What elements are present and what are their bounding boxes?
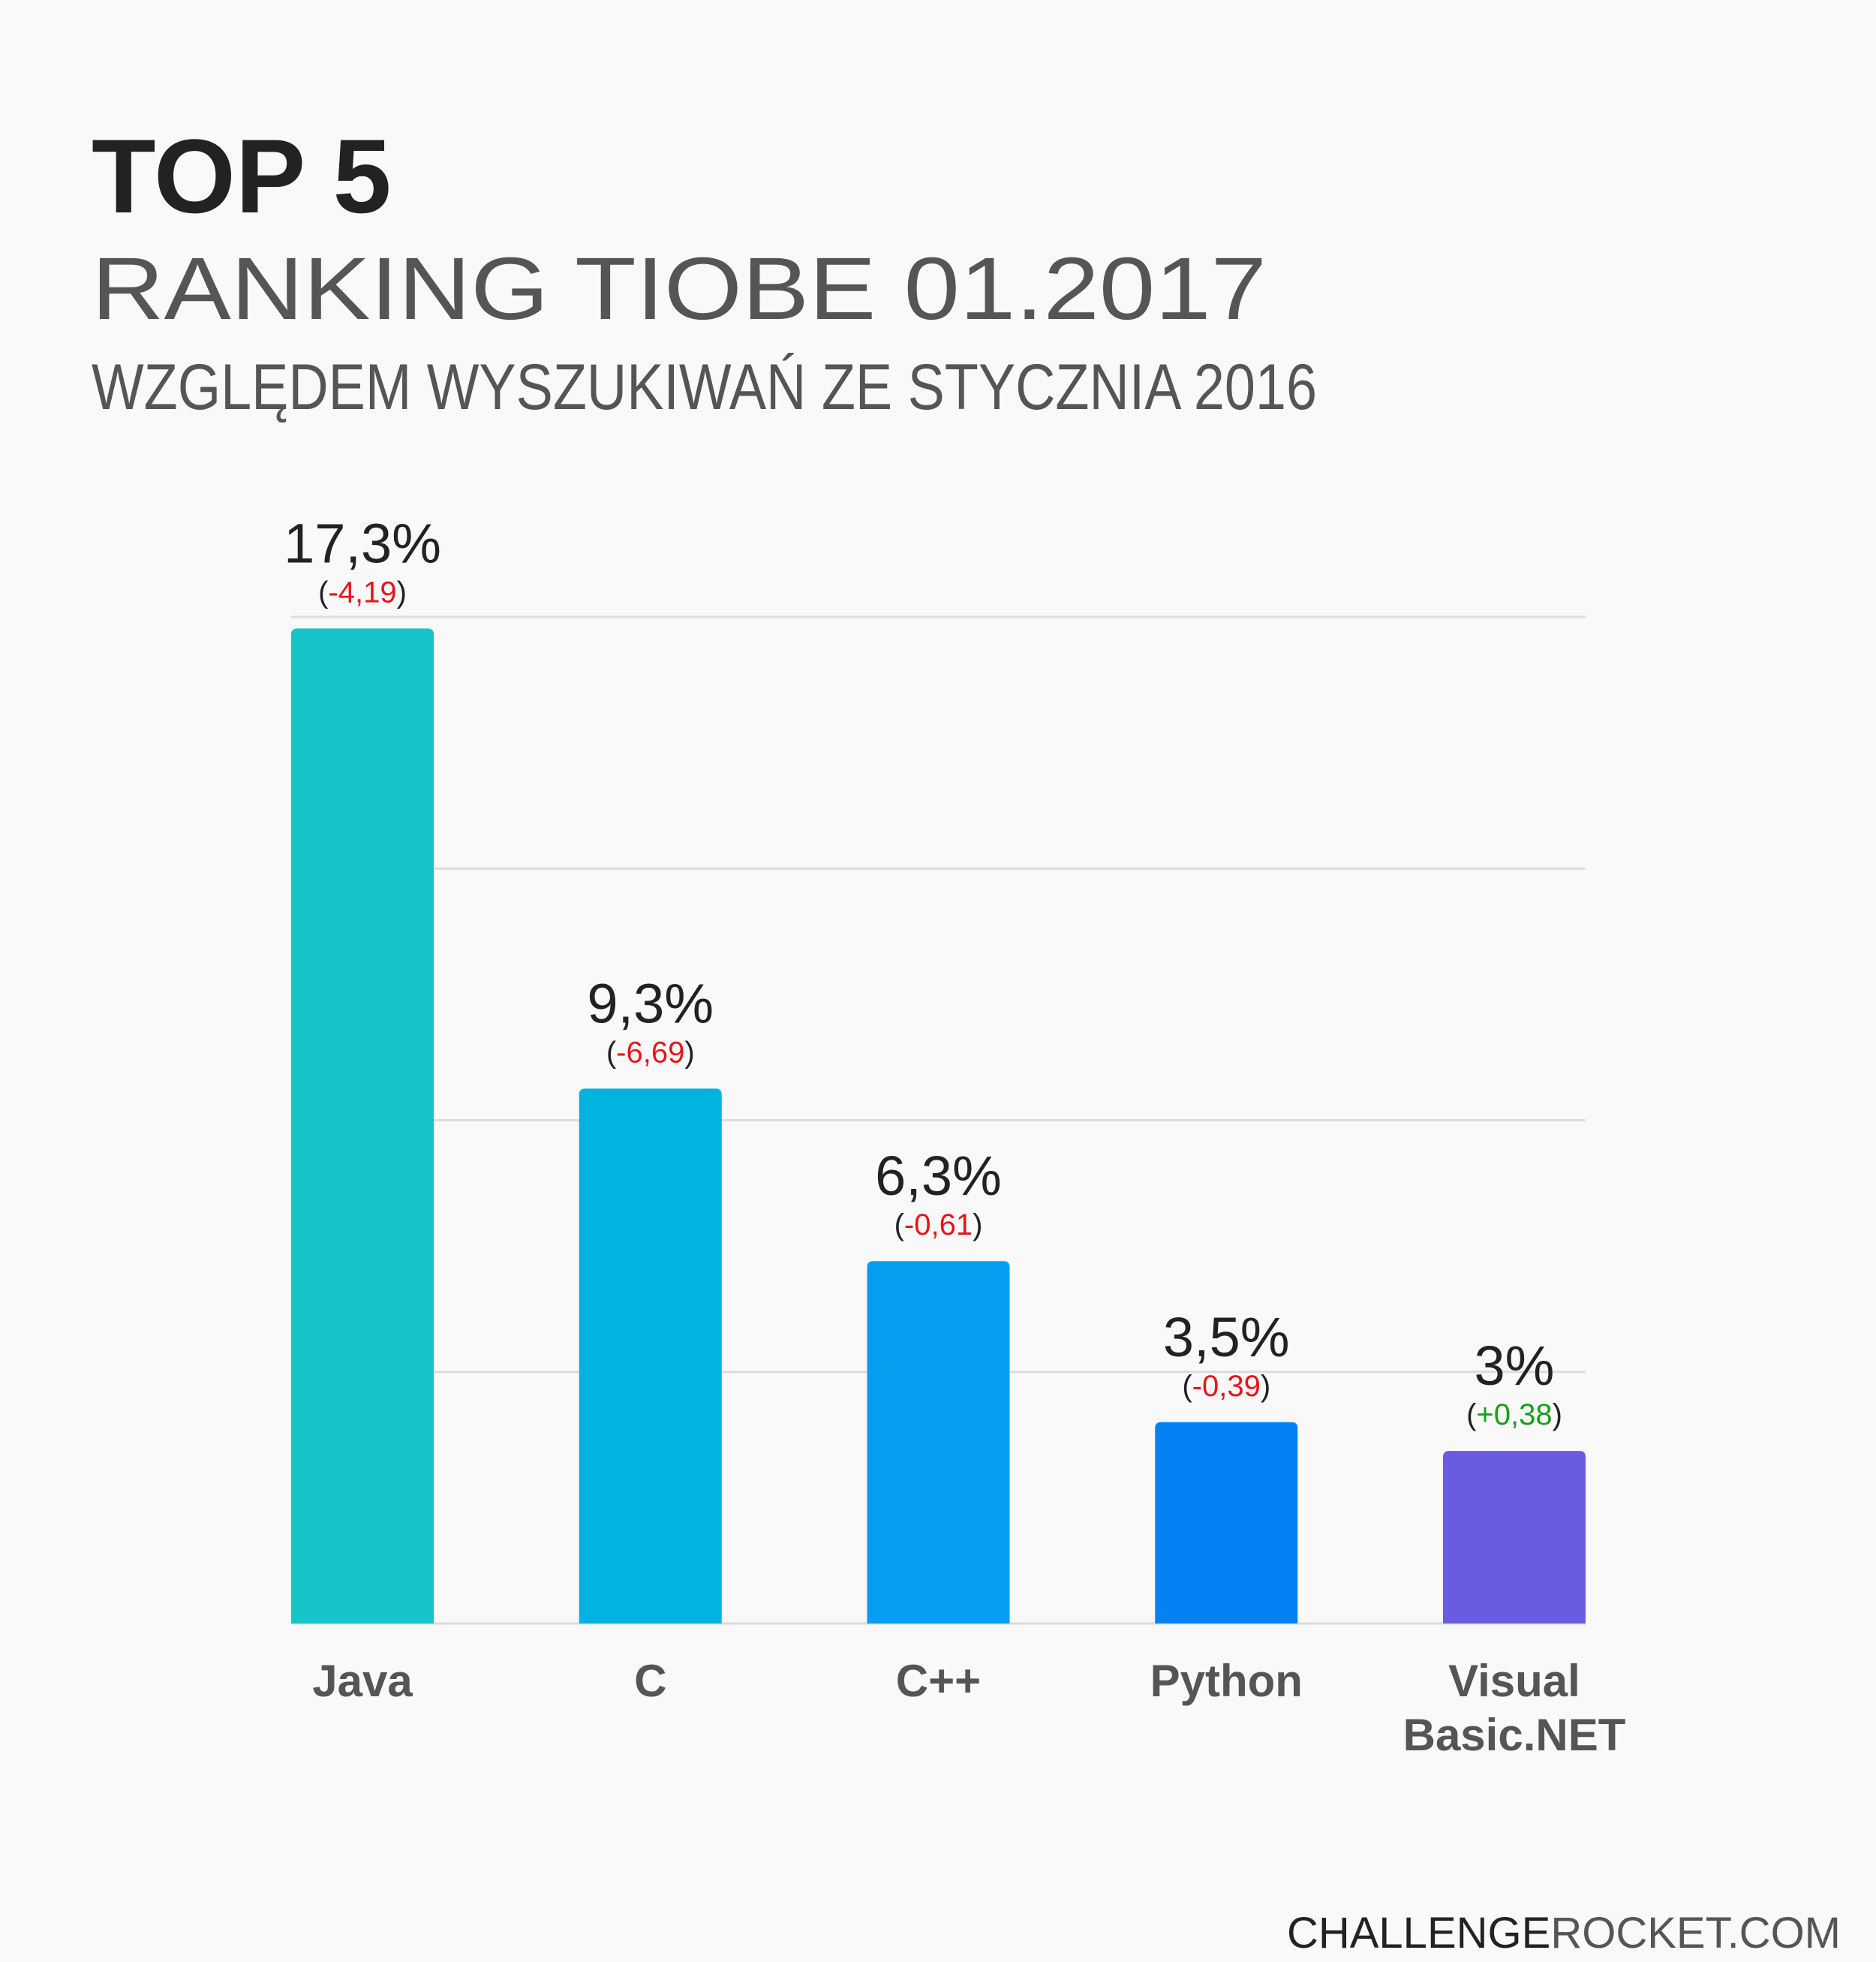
footer-part: ROCKET.COM	[1550, 1909, 1841, 1957]
change-label: (+0,38)	[1466, 1398, 1562, 1431]
change-bracket: )	[684, 1036, 694, 1069]
change-value: -0,39	[1192, 1370, 1261, 1403]
x-tick-label: Java	[312, 1656, 413, 1706]
value-label: 17,3%	[284, 512, 441, 574]
value-label: 6,3%	[875, 1145, 1002, 1207]
change-label: (-6,69)	[606, 1036, 695, 1069]
x-tick-label: C	[634, 1656, 667, 1706]
change-label: (-0,39)	[1182, 1370, 1270, 1403]
chart-subtitle: RANKING TIOBE 01.2017	[92, 239, 1267, 339]
change-value: +0,38	[1476, 1398, 1552, 1431]
change-bracket: )	[973, 1208, 982, 1241]
value-label: 9,3%	[587, 972, 714, 1034]
change-label: (-0,61)	[894, 1208, 983, 1241]
x-tick-label: C++	[895, 1656, 982, 1706]
x-tick-label: Visual Basic.NET	[1402, 1656, 1626, 1760]
value-label: 3,5%	[1163, 1306, 1290, 1368]
bar	[579, 1088, 722, 1623]
change-bracket: )	[1261, 1370, 1270, 1403]
x-tick-label: Python	[1150, 1656, 1303, 1706]
change-label: (-4,19)	[318, 576, 407, 609]
chart-caption: WZGLĘDEM WYSZUKIWAŃ ZE STYCZNIA 2016	[92, 351, 1317, 423]
change-value: -6,69	[616, 1036, 684, 1069]
footer: CHALLENGEROCKET.COM	[1287, 1909, 1841, 1957]
bar	[1155, 1422, 1298, 1623]
change-bracket: (	[606, 1036, 617, 1069]
change-bracket: (	[318, 576, 329, 609]
change-value: -4,19	[328, 576, 396, 609]
change-bracket: (	[894, 1208, 905, 1241]
bar	[1443, 1451, 1586, 1623]
change-value: -0,61	[904, 1208, 973, 1241]
change-bracket: )	[397, 576, 407, 609]
value-label: 3%	[1475, 1335, 1555, 1397]
bar	[867, 1261, 1010, 1623]
change-bracket: (	[1466, 1398, 1477, 1431]
footer-part: CHALLENGE	[1287, 1909, 1550, 1957]
bar	[291, 628, 434, 1624]
change-bracket: (	[1182, 1370, 1192, 1403]
chart-title: TOP 5	[92, 117, 392, 235]
change-bracket: )	[1553, 1398, 1562, 1431]
